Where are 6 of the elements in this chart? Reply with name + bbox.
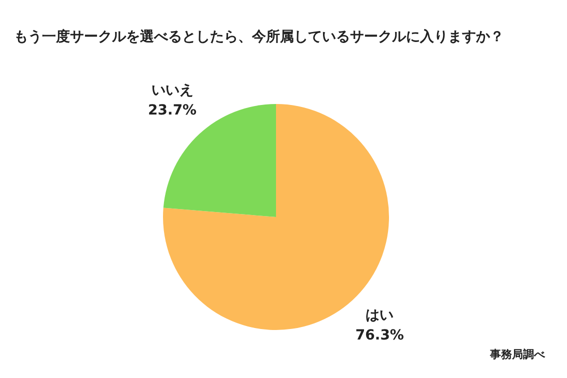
slice-label: はい bbox=[366, 308, 394, 324]
chart-title: もう一度サークルを選べるとしたら、今所属しているサークルに入りますか？ bbox=[14, 28, 504, 46]
slice-label: いいえ bbox=[151, 82, 194, 98]
text: 事務局調べ bbox=[490, 347, 545, 362]
data-label: 76.3% bbox=[355, 328, 404, 344]
data-label: 23.7% bbox=[148, 102, 197, 118]
